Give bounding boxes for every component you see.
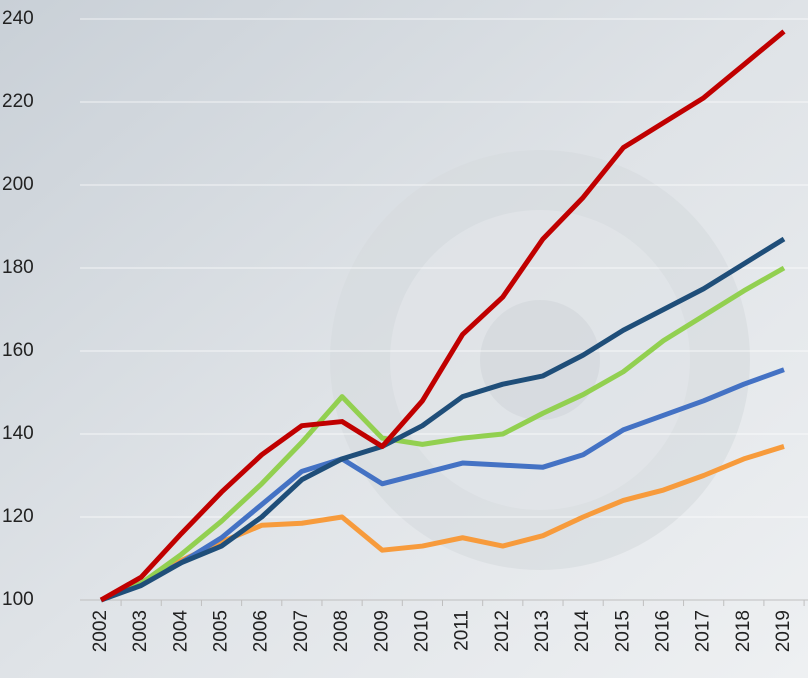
chart: 100 120 140 160 180 200 220 240 2002 2003 2004 2005… bbox=[0, 0, 808, 678]
y-tick-label: 200 bbox=[2, 174, 34, 195]
x-tick-label: 2017 bbox=[693, 610, 714, 652]
y-tick-label: 140 bbox=[2, 423, 34, 444]
x-tick-label: 2010 bbox=[411, 610, 432, 652]
x-tick-label: 2007 bbox=[291, 610, 312, 652]
x-tick-label: 2013 bbox=[532, 610, 553, 652]
y-tick-label: 220 bbox=[2, 91, 34, 112]
x-tick-label: 2018 bbox=[733, 610, 754, 652]
x-tick-label: 2012 bbox=[492, 610, 513, 652]
y-tick-label: 100 bbox=[2, 589, 34, 610]
x-tick-label: 2005 bbox=[211, 610, 232, 652]
x-tick-label: 2008 bbox=[331, 610, 352, 652]
y-tick-label: 240 bbox=[2, 8, 34, 29]
x-tick-label: 2002 bbox=[90, 610, 111, 652]
x-tick-label: 2004 bbox=[170, 610, 191, 653]
x-tick-label: 2009 bbox=[371, 610, 392, 652]
x-tick-label: 2003 bbox=[130, 610, 151, 652]
background-wheel bbox=[480, 300, 600, 420]
x-tick-label: 2016 bbox=[652, 610, 673, 652]
x-tick-label: 2014 bbox=[572, 610, 593, 653]
y-tick-label: 180 bbox=[2, 257, 34, 278]
x-tick-label: 2015 bbox=[612, 610, 633, 652]
x-tick-label: 2006 bbox=[251, 610, 272, 652]
x-tick-label: 2011 bbox=[452, 610, 473, 651]
x-tick-label: 2019 bbox=[773, 610, 794, 652]
y-tick-label: 160 bbox=[2, 340, 34, 361]
y-tick-label: 120 bbox=[2, 506, 34, 527]
